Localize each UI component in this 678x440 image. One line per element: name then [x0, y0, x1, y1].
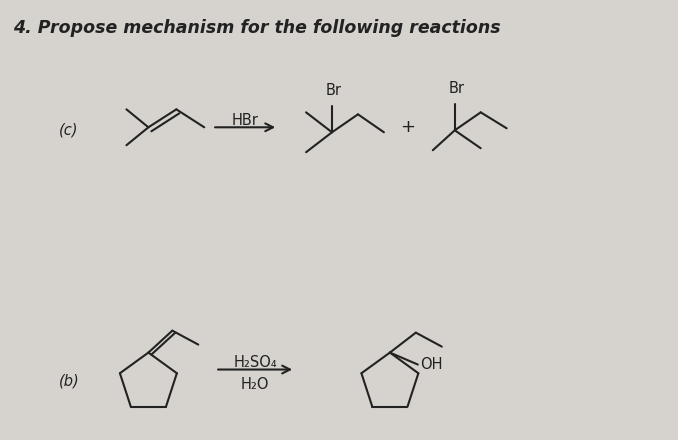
- Text: +: +: [400, 118, 416, 136]
- Text: OH: OH: [420, 357, 442, 372]
- Text: H₂O: H₂O: [241, 377, 269, 392]
- Text: HBr: HBr: [232, 113, 258, 128]
- Text: (c): (c): [58, 123, 78, 138]
- Text: (b): (b): [58, 374, 79, 389]
- Text: H₂SO₄: H₂SO₄: [233, 355, 277, 370]
- Text: 4. Propose mechanism for the following reactions: 4. Propose mechanism for the following r…: [13, 18, 500, 37]
- Text: Br: Br: [449, 81, 464, 96]
- Text: Br: Br: [326, 83, 342, 98]
